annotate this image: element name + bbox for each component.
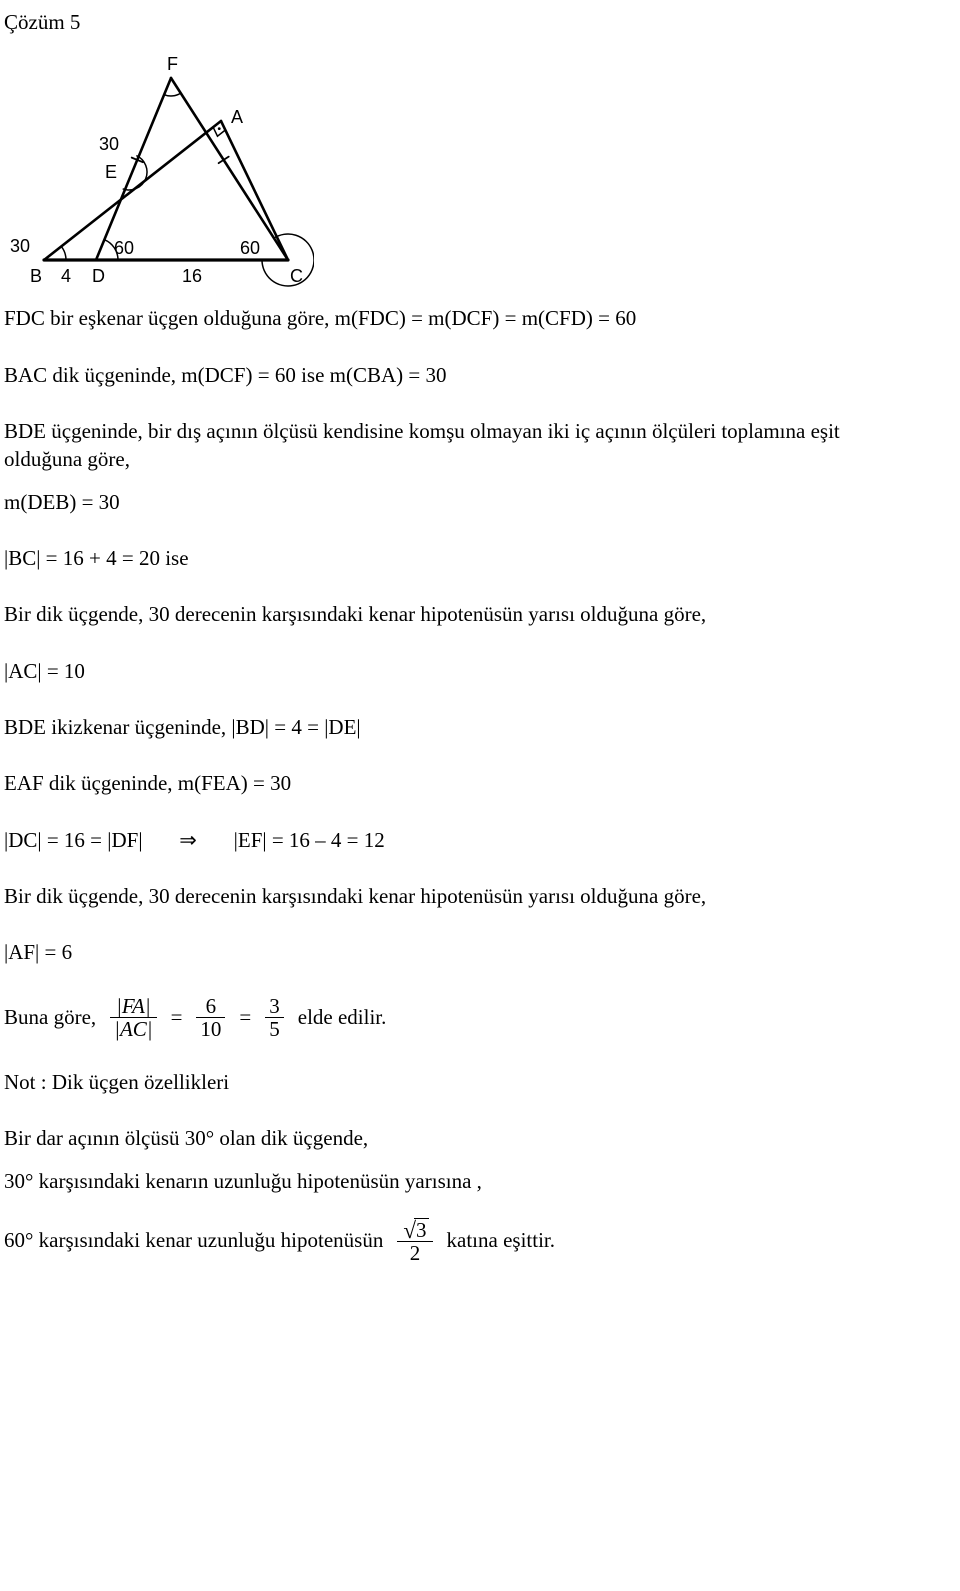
p13-prefix: Buna göre,	[4, 1003, 96, 1031]
p13-ac: AC	[120, 1017, 147, 1041]
paragraph-8: BDE ikizkenar üçgeninde, |BD| = 4 = |DE|	[4, 713, 900, 741]
paragraph-3: BDE üçgeninde, bir dış açının ölçüsü ken…	[4, 417, 900, 474]
solution-title: Çözüm 5	[4, 8, 900, 36]
geometry-figure: F A E B D C 30 30 60 60 4 16	[4, 54, 900, 290]
p10-a: = 16 =	[47, 828, 102, 852]
paragraph-4: m(DEB) = 30	[4, 488, 900, 516]
p10-b: = 16 – 4 = 12	[272, 828, 385, 852]
p13-f3-den: 5	[265, 1017, 284, 1040]
p10-dc: |DC|	[4, 828, 42, 852]
paragraph-12: |AF| = 6	[4, 938, 900, 966]
p13-suffix: elde edilir.	[298, 1003, 387, 1031]
note-p3-prefix: 60° karşısındaki kenar uzunluğu hipotenü…	[4, 1226, 383, 1254]
svg-text:E: E	[105, 162, 117, 182]
p8-prefix: BDE ikizkenar üçgeninde,	[4, 715, 226, 739]
svg-text:30: 30	[99, 134, 119, 154]
svg-text:60: 60	[240, 238, 260, 258]
paragraph-1: FDC bir eşkenar üçgen olduğuna göre, m(F…	[4, 304, 900, 332]
p8-de: |DE|	[324, 715, 360, 739]
p8-mid: = 4 =	[274, 715, 319, 739]
note-title: Not : Dik üçgen özellikleri	[4, 1068, 900, 1096]
svg-text:30: 30	[10, 236, 30, 256]
paragraph-9: EAF dik üçgeninde, m(FEA) = 30	[4, 769, 900, 797]
svg-text:A: A	[231, 107, 243, 127]
paragraph-13: Buna göre, |FA| |AC| = 6 10 = 3 5 elde e…	[4, 995, 900, 1040]
svg-text:16: 16	[182, 266, 202, 286]
p10-df: |DF|	[107, 828, 142, 852]
p13-f2-num: 6	[196, 995, 225, 1017]
p13-f2-den: 10	[196, 1017, 225, 1040]
svg-text:C: C	[290, 266, 303, 286]
p13-frac-6-10: 6 10	[196, 995, 225, 1040]
note-p3-suffix: katına eşittir.	[447, 1226, 555, 1254]
paragraph-10: |DC| = 16 = |DF| ⇒ |EF| = 16 – 4 = 12	[4, 826, 900, 854]
paragraph-5: |BC| = 16 + 4 = 20 ise	[4, 544, 900, 572]
p10-ef: |EF|	[234, 828, 267, 852]
svg-text:F: F	[167, 54, 178, 74]
p13-fa: FA	[122, 994, 145, 1018]
p13-frac-3-5: 3 5	[265, 995, 284, 1040]
note-p3-sqrt-num: 3	[414, 1218, 429, 1241]
note-p2: 30° karşısındaki kenarın uzunluğu hipote…	[4, 1167, 900, 1195]
paragraph-11: Bir dik üçgende, 30 derecenin karşısında…	[4, 882, 900, 910]
svg-text:D: D	[92, 266, 105, 286]
paragraph-2: BAC dik üçgeninde, m(DCF) = 60 ise m(CBA…	[4, 361, 900, 389]
p13-eq1: =	[171, 1003, 183, 1031]
paragraph-6: Bir dik üçgende, 30 derecenin karşısında…	[4, 600, 900, 628]
paragraph-7: |AC| = 10	[4, 657, 900, 685]
note-p3-frac: 3 2	[397, 1217, 432, 1264]
note-p3-den: 2	[397, 1241, 432, 1264]
note-p3: 60° karşısındaki kenar uzunluğu hipotenü…	[4, 1217, 900, 1264]
p8-bd: |BD|	[231, 715, 269, 739]
svg-text:60: 60	[114, 238, 134, 258]
p13-f3-num: 3	[265, 995, 284, 1017]
p13-eq2: =	[239, 1003, 251, 1031]
p10-arrow: ⇒	[179, 828, 197, 852]
p13-frac-fa-ac: |FA| |AC|	[110, 995, 156, 1040]
note-p1: Bir dar açının ölçüsü 30° olan dik üçgen…	[4, 1124, 900, 1152]
svg-text:B: B	[30, 266, 42, 286]
svg-text:4: 4	[61, 266, 71, 286]
